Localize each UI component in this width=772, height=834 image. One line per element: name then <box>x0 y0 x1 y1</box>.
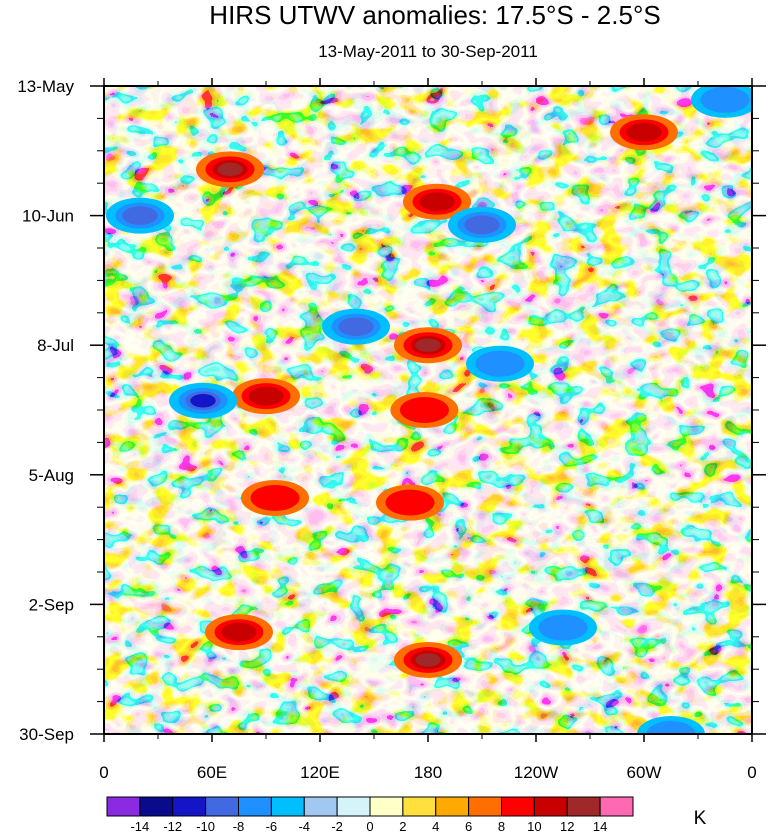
colorbar-swatch <box>172 796 207 817</box>
anomaly-feature-13 <box>448 206 516 243</box>
colorbar-swatch <box>106 796 141 817</box>
chart-subtitle: 13-May-2011 to 30-Sep-2011 <box>318 42 538 61</box>
colorbar-label: -12 <box>163 819 182 834</box>
x-tick-label: 60E <box>197 763 227 782</box>
x-tick-label: 120W <box>514 763 558 782</box>
y-tick-label: 10-Jun <box>22 207 74 226</box>
heatmap-field <box>104 86 752 734</box>
anomaly-feature-11 <box>322 308 390 345</box>
x-tick-label: 60W <box>627 763 662 782</box>
colorbar-swatch <box>501 796 535 817</box>
anomaly-feature-4 <box>403 183 471 220</box>
x-tick-label: 0 <box>99 763 108 782</box>
colorbar-swatch <box>533 796 568 817</box>
colorbar-swatch <box>205 796 239 817</box>
y-tick-label: 30-Sep <box>19 725 74 744</box>
colorbar-swatch <box>303 796 338 817</box>
colorbar-swatch <box>468 796 502 817</box>
colorbar-swatch <box>599 796 634 817</box>
anomaly-feature-0 <box>394 327 462 364</box>
anomaly-feature-8 <box>205 614 273 651</box>
colorbar-label: 8 <box>498 819 505 834</box>
colorbar-unit: K <box>694 808 707 829</box>
anomaly-feature-3 <box>394 641 462 678</box>
colorbar-swatch <box>270 796 305 817</box>
y-tick-label: 5-Aug <box>29 466 74 485</box>
colorbar-swatch <box>139 796 174 817</box>
colorbar-label: -2 <box>331 819 343 834</box>
anomaly-feature-14 <box>466 345 534 382</box>
anomaly-feature-10 <box>106 197 174 234</box>
y-tick-label: 2-Sep <box>29 595 74 614</box>
x-tick-label: 180 <box>414 763 442 782</box>
anomaly-feature-9 <box>610 114 678 151</box>
colorbar-label: -10 <box>196 819 215 834</box>
x-tick-label: 120E <box>300 763 340 782</box>
y-tick-label: 8-Jul <box>37 336 74 355</box>
colorbar-label: -4 <box>298 819 310 834</box>
colorbar-swatch <box>336 796 371 817</box>
colorbar-label: 10 <box>527 819 541 834</box>
anomaly-feature-16 <box>637 716 705 734</box>
colorbar-swatch <box>402 796 437 817</box>
chart-title: HIRS UTWV anomalies: 17.5°S - 2.5°S <box>209 0 660 30</box>
colorbar-swatch <box>238 796 272 817</box>
colorbar-label: 6 <box>465 819 472 834</box>
anomaly-feature-6 <box>232 378 300 415</box>
colorbar-label: -8 <box>233 819 245 834</box>
anomaly-feature-5 <box>196 151 264 188</box>
anomaly-feature-1 <box>390 392 459 428</box>
colorbar-label: -14 <box>130 819 149 834</box>
colorbar-swatch <box>435 796 470 817</box>
colorbar-label: 12 <box>560 819 574 834</box>
colorbar-label: 4 <box>432 819 439 834</box>
anomaly-feature-2 <box>376 484 444 521</box>
anomaly-feature-17 <box>691 86 752 118</box>
anomaly-feature-12 <box>169 382 237 419</box>
anomaly-feature-7 <box>241 479 309 516</box>
colorbar: -14 -12 -10 -8 -6 -4 -2 0 2 4 6 8 10 12 14 <box>106 796 634 834</box>
y-tick-label: 13-May <box>17 77 74 96</box>
colorbar-label: 0 <box>366 819 373 834</box>
x-tick-label: 0 <box>747 763 756 782</box>
colorbar-swatch <box>566 796 601 817</box>
anomaly-feature-15 <box>529 609 597 646</box>
colorbar-swatch <box>369 796 404 817</box>
colorbar-label: -6 <box>266 819 278 834</box>
colorbar-label: 14 <box>593 819 607 834</box>
colorbar-label: 2 <box>399 819 406 834</box>
